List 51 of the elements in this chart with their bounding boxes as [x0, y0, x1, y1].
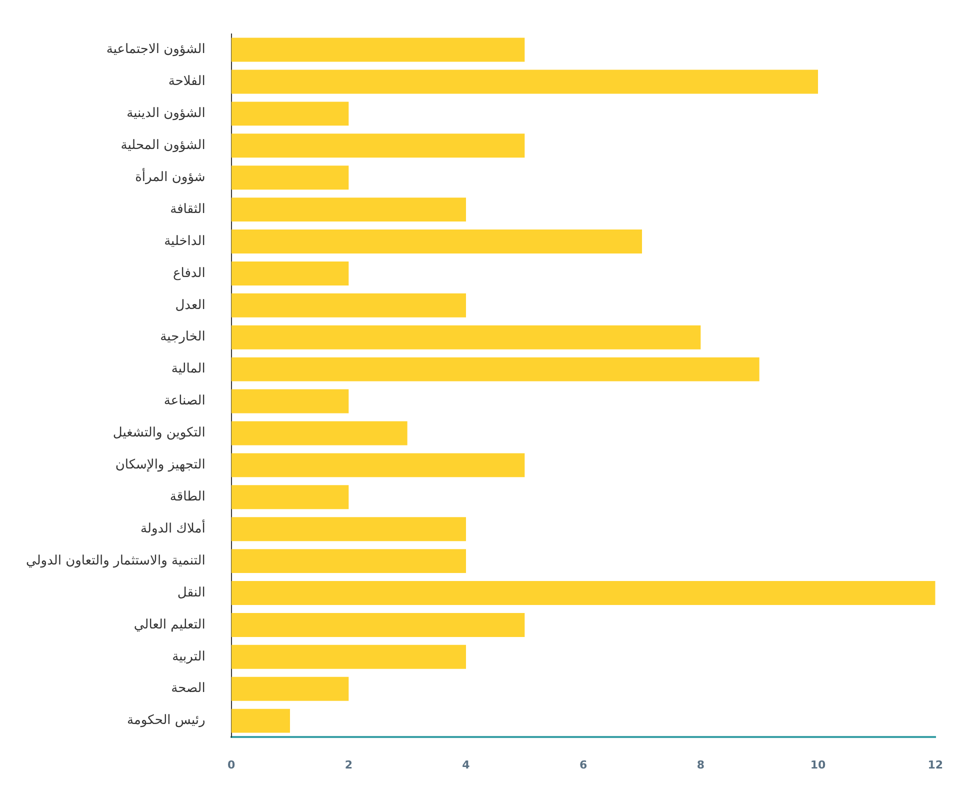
x-tick-label: 0: [227, 758, 236, 772]
y-tick-label: التنمية والاستثمار والتعاون الدولي: [26, 553, 206, 568]
y-tick-label: رئيس الحكومة: [126, 713, 206, 728]
y-tick-label: العدل: [175, 298, 206, 313]
y-tick-label: الثقافة: [170, 202, 206, 217]
bar: [231, 198, 466, 222]
bar: [231, 70, 818, 94]
x-tick-label: 12: [928, 758, 943, 772]
bar: [231, 421, 408, 446]
y-tick-label: الشؤون الدينية: [126, 106, 206, 122]
x-tick-label: 8: [696, 758, 704, 772]
bar: [231, 134, 525, 158]
x-tick-label: 4: [462, 758, 470, 772]
bar: [231, 357, 760, 382]
y-tick-label: الصحة: [171, 681, 206, 696]
y-tick-label: الدفاع: [172, 266, 206, 281]
bar: [231, 676, 349, 701]
bar: [231, 261, 349, 286]
y-tick-label: الطاقة: [170, 490, 206, 505]
y-tick-label: التعليم العالي: [134, 617, 206, 632]
x-tick-label: 10: [810, 758, 826, 772]
y-tick-label: الصناعة: [164, 394, 206, 409]
y-tick-label: المالية: [171, 362, 206, 377]
y-tick-label: الداخلية: [164, 234, 206, 249]
bar: [231, 581, 936, 605]
bar: [231, 102, 349, 126]
bar: [231, 325, 701, 350]
x-tick-label: 6: [580, 758, 588, 772]
y-tick-label: الفلاحة: [168, 74, 206, 90]
bar: [231, 389, 349, 414]
y-tick-label: التجهيز والإسكان: [115, 458, 206, 473]
bar: [231, 708, 290, 733]
y-tick-label: التربية: [172, 649, 206, 664]
y-tick-label: التكوين والتشغيل: [112, 426, 206, 441]
bar: [231, 549, 466, 574]
y-tick-label: أملاك الدولة: [140, 519, 206, 536]
bar: [231, 453, 525, 478]
bar: [231, 166, 349, 190]
bar: [231, 517, 466, 542]
y-tick-label: الشؤون الاجتماعية: [106, 42, 206, 58]
y-tick-label: الشؤون المحلية: [120, 138, 206, 154]
bar: [231, 612, 525, 637]
x-tick-label: 2: [344, 758, 352, 772]
y-tick-label: شؤون المرأة: [135, 168, 206, 185]
bar: [231, 644, 466, 669]
bar: [231, 230, 642, 254]
y-tick-label: الخارجية: [160, 330, 206, 345]
bar: [231, 38, 525, 62]
bar: [231, 485, 349, 510]
y-tick-label: النقل: [177, 585, 206, 600]
bar: [231, 293, 466, 318]
